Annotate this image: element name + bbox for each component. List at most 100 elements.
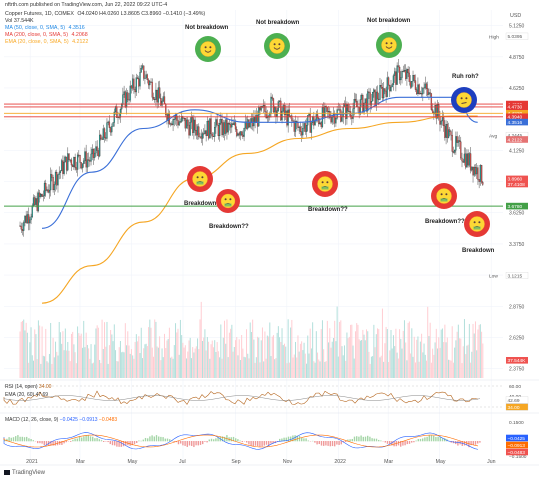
- macd-bar: [318, 441, 320, 445]
- volume-bar: [232, 351, 234, 378]
- candle: [210, 118, 212, 135]
- volume-bar: [335, 341, 337, 378]
- candle: [45, 182, 47, 191]
- volume-bar: [29, 342, 31, 378]
- candle: [236, 128, 238, 136]
- macd-bar: [100, 440, 103, 442]
- volume-bar: [450, 360, 452, 378]
- volume-bar: [279, 337, 281, 378]
- volume-bar: [101, 319, 103, 378]
- macd-bar: [17, 435, 19, 442]
- volume-bar: [385, 326, 387, 378]
- macd-bar: [252, 441, 254, 447]
- face-mask: [196, 181, 204, 185]
- candle: [189, 122, 191, 136]
- candle: [194, 119, 196, 131]
- candle: [425, 83, 428, 89]
- macd-bar: [221, 436, 224, 442]
- volume-bar: [197, 338, 199, 378]
- volume-bar: [31, 355, 33, 378]
- candle: [83, 160, 85, 164]
- candle: [376, 91, 379, 100]
- volume-bar: [421, 333, 423, 378]
- candle: [330, 117, 332, 123]
- candle: [368, 91, 370, 93]
- level-tag: [505, 272, 529, 279]
- candle: [48, 189, 51, 193]
- volume-bar: [200, 301, 202, 378]
- volume-bar: [390, 329, 392, 378]
- volume-bar: [388, 362, 390, 378]
- volume-bar: [78, 333, 80, 378]
- volume-bar: [217, 351, 219, 378]
- volume-bar: [329, 328, 331, 378]
- sick-face-icon: [216, 189, 240, 213]
- volume-bar: [461, 363, 463, 378]
- candle: [147, 79, 150, 86]
- candle: [389, 85, 391, 92]
- volume-bar: [221, 358, 223, 378]
- face: [200, 41, 216, 57]
- candle: [214, 127, 216, 137]
- volume-bar: [189, 337, 191, 378]
- candle: [228, 123, 231, 125]
- x-tick-label: Jul: [179, 459, 186, 465]
- macd-bar: [384, 441, 386, 443]
- candle: [456, 136, 458, 143]
- volume-bar: [432, 348, 434, 378]
- volume-bar: [148, 327, 150, 378]
- candle: [114, 106, 117, 113]
- candle: [364, 98, 366, 104]
- macd-bar: [417, 439, 419, 442]
- volume-bar: [250, 332, 252, 378]
- volume-bar: [336, 306, 338, 378]
- candle: [253, 116, 255, 127]
- volume-bar: [476, 350, 478, 378]
- volume-bar: [24, 330, 26, 378]
- candle: [156, 89, 158, 103]
- candle: [342, 106, 344, 117]
- macd-bar: [41, 441, 43, 444]
- candle: [155, 89, 157, 100]
- candle: [122, 94, 124, 105]
- candle: [201, 133, 204, 139]
- volume-bar: [306, 363, 308, 378]
- candle: [57, 174, 59, 186]
- candle: [216, 119, 218, 126]
- macd-bar: [411, 441, 413, 443]
- volume-bar: [343, 345, 345, 378]
- volume-bar: [211, 340, 213, 378]
- level-tag-label: Low: [489, 274, 498, 280]
- volume-bar: [427, 306, 429, 378]
- volume-bar: [422, 352, 424, 378]
- candle: [35, 198, 37, 205]
- volume-bar: [417, 336, 419, 378]
- volume-bar: [80, 333, 82, 378]
- volume-bar: [134, 341, 136, 378]
- candle: [274, 107, 276, 113]
- candle: [443, 117, 445, 127]
- candle: [461, 157, 463, 162]
- macd-bar: [204, 441, 206, 442]
- candle: [312, 116, 314, 123]
- macd-bar: [463, 441, 466, 446]
- volume-bar: [249, 322, 251, 378]
- macd-bar: [50, 441, 52, 446]
- happy-face-icon: [195, 36, 221, 62]
- candle: [462, 160, 464, 163]
- candle: [190, 117, 193, 123]
- candles: [19, 58, 484, 237]
- volume-bar: [79, 335, 81, 378]
- candle: [436, 104, 439, 119]
- volume-bar: [107, 363, 109, 378]
- level-tag: [506, 136, 528, 143]
- level-tag-label: High: [489, 34, 499, 40]
- candle: [195, 130, 197, 136]
- volume-bar: [67, 342, 69, 378]
- macd-bar: [426, 436, 428, 442]
- candle: [19, 225, 21, 227]
- volume-bar: [206, 337, 208, 378]
- candle: [73, 157, 75, 168]
- volume-bar: [357, 324, 359, 378]
